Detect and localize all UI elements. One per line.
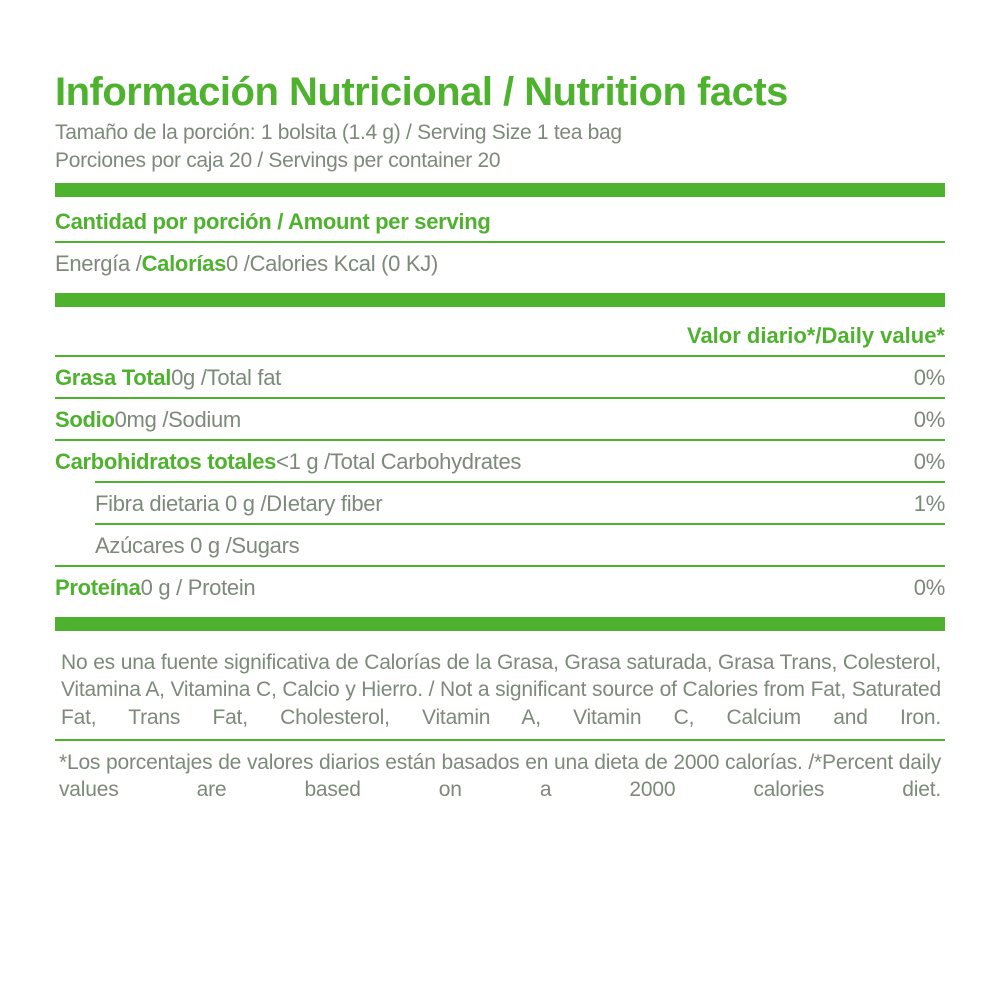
daily-value: 0%: [914, 407, 945, 433]
nutrient-row: Grasa Total 0g /Total fat 0%: [55, 357, 945, 397]
nutrient-name: Proteína: [55, 575, 141, 601]
daily-value: 0%: [914, 449, 945, 475]
nutrient-row: Azúcares 0 g /Sugars: [55, 525, 945, 565]
nutrient-row: Fibra dietaria 0 g /DIetary fiber 1%: [55, 483, 945, 523]
nutrient-detail: 0mg /Sodium: [115, 407, 241, 433]
daily-value-header: Valor diario*/Daily value*: [55, 315, 945, 355]
daily-value: 0%: [914, 575, 945, 601]
nutrition-facts-panel: Información Nutricional / Nutrition fact…: [55, 70, 945, 803]
daily-value: 0%: [914, 365, 945, 391]
nutrient-detail: Fibra dietaria 0 g /DIetary fiber: [95, 491, 382, 517]
energy-label-bold: Calorías: [142, 251, 226, 277]
nutrient-detail: Azúcares 0 g /Sugars: [95, 533, 299, 559]
nutrient-rows: Grasa Total 0g /Total fat0%Sodio 0mg /So…: [55, 357, 945, 607]
thick-divider: [55, 183, 945, 197]
nutrient-detail: 0g /Total fat: [171, 365, 281, 391]
nutrient-name: Grasa Total: [55, 365, 171, 391]
footnote-daily-values: *Los porcentajes de valores diarios está…: [55, 741, 945, 804]
servings-per-container: Porciones por caja 20 / Servings per con…: [55, 149, 945, 173]
nutrient-row: Sodio 0mg /Sodium 0%: [55, 399, 945, 439]
energy-label-es: Energía /: [55, 251, 142, 277]
nutrient-name: Carbohidratos totales: [55, 449, 276, 475]
nutrient-detail: <1 g /Total Carbohydrates: [276, 449, 521, 475]
nutrient-detail: 0 g / Protein: [141, 575, 256, 601]
energy-row: Energía / Calorías 0 /Calories Kcal (0 K…: [55, 243, 945, 283]
energy-rest: 0 /Calories Kcal (0 KJ): [226, 251, 438, 277]
nutrient-name: Sodio: [55, 407, 115, 433]
amount-per-serving-header: Cantidad por porción / Amount per servin…: [55, 205, 945, 241]
daily-value: 1%: [914, 491, 945, 517]
footnote-not-significant: No es una fuente significativa de Calorí…: [55, 639, 945, 739]
panel-title: Información Nutricional / Nutrition fact…: [55, 70, 945, 115]
thick-divider: [55, 293, 945, 307]
serving-size: Tamaño de la porción: 1 bolsita (1.4 g) …: [55, 121, 945, 145]
nutrient-row: Carbohidratos totales <1 g /Total Carboh…: [55, 441, 945, 481]
thick-divider: [55, 617, 945, 631]
nutrient-row: Proteína 0 g / Protein 0%: [55, 567, 945, 607]
